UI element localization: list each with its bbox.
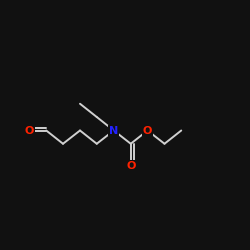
Text: O: O	[143, 126, 152, 136]
Text: O: O	[25, 126, 34, 136]
Text: O: O	[126, 161, 136, 171]
Text: N: N	[109, 126, 118, 136]
